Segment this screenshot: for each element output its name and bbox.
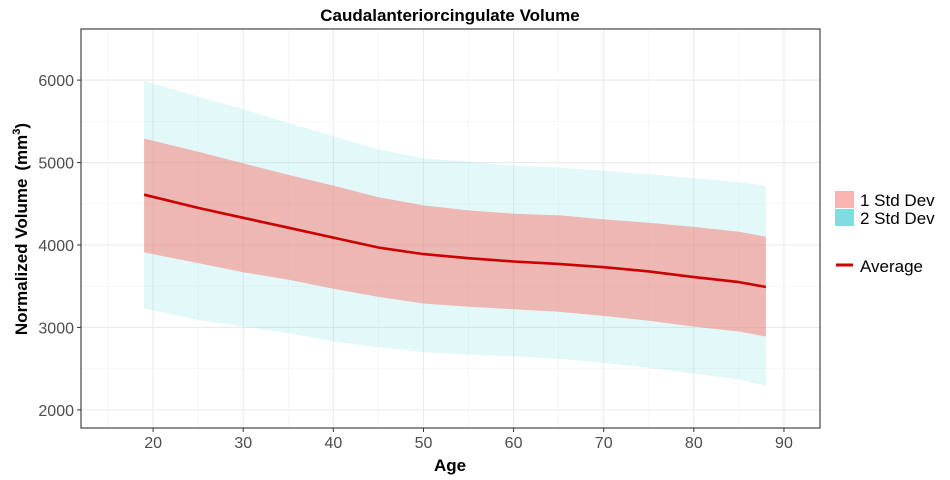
x-tick-label: 20 — [144, 435, 162, 452]
y-tick-label: 4000 — [38, 238, 74, 255]
x-tick-label: 30 — [234, 435, 252, 452]
y-axis-unit-exponent: 3 — [11, 129, 23, 135]
band-1-std-dev — [144, 138, 766, 337]
legend-key-2sd — [835, 209, 854, 226]
panel-border — [80, 28, 821, 429]
x-tick-label: 90 — [775, 435, 793, 452]
x-axis-title: Age — [434, 456, 466, 475]
y-tick-label: 6000 — [38, 73, 74, 90]
average-line — [143, 193, 767, 289]
x-tick-label: 50 — [415, 435, 433, 452]
chart-title: Caudalanteriorcingulate Volume — [320, 6, 579, 25]
legend-label-2sd: 2 Std Dev — [860, 209, 935, 228]
y-axis: 2000 3000 4000 5000 6000 — [38, 73, 81, 420]
x-tick-label: 70 — [595, 435, 613, 452]
bands — [144, 80, 766, 387]
legend-label-average: Average — [860, 257, 923, 276]
x-axis: 20 30 40 50 60 70 80 90 — [144, 428, 793, 452]
y-tick-label: 5000 — [38, 156, 74, 173]
x-tick-label: 40 — [324, 435, 342, 452]
y-axis-title: Normalized Volume(mm3) — [11, 123, 31, 335]
average-line-layer — [143, 193, 767, 289]
legend: 1 Std Dev 2 Std Dev Average — [835, 191, 935, 276]
y-axis-title-group: Normalized Volume(mm3) — [11, 123, 31, 335]
y-axis-unit: mm — [12, 135, 31, 165]
y-tick-label: 3000 — [38, 320, 74, 337]
legend-label-1sd: 1 Std Dev — [860, 191, 935, 210]
x-tick-label: 60 — [505, 435, 523, 452]
y-axis-title-text: Normalized Volume — [12, 179, 31, 336]
legend-key-1sd — [835, 191, 854, 208]
y-tick-label: 2000 — [38, 403, 74, 420]
x-tick-label: 80 — [685, 435, 703, 452]
